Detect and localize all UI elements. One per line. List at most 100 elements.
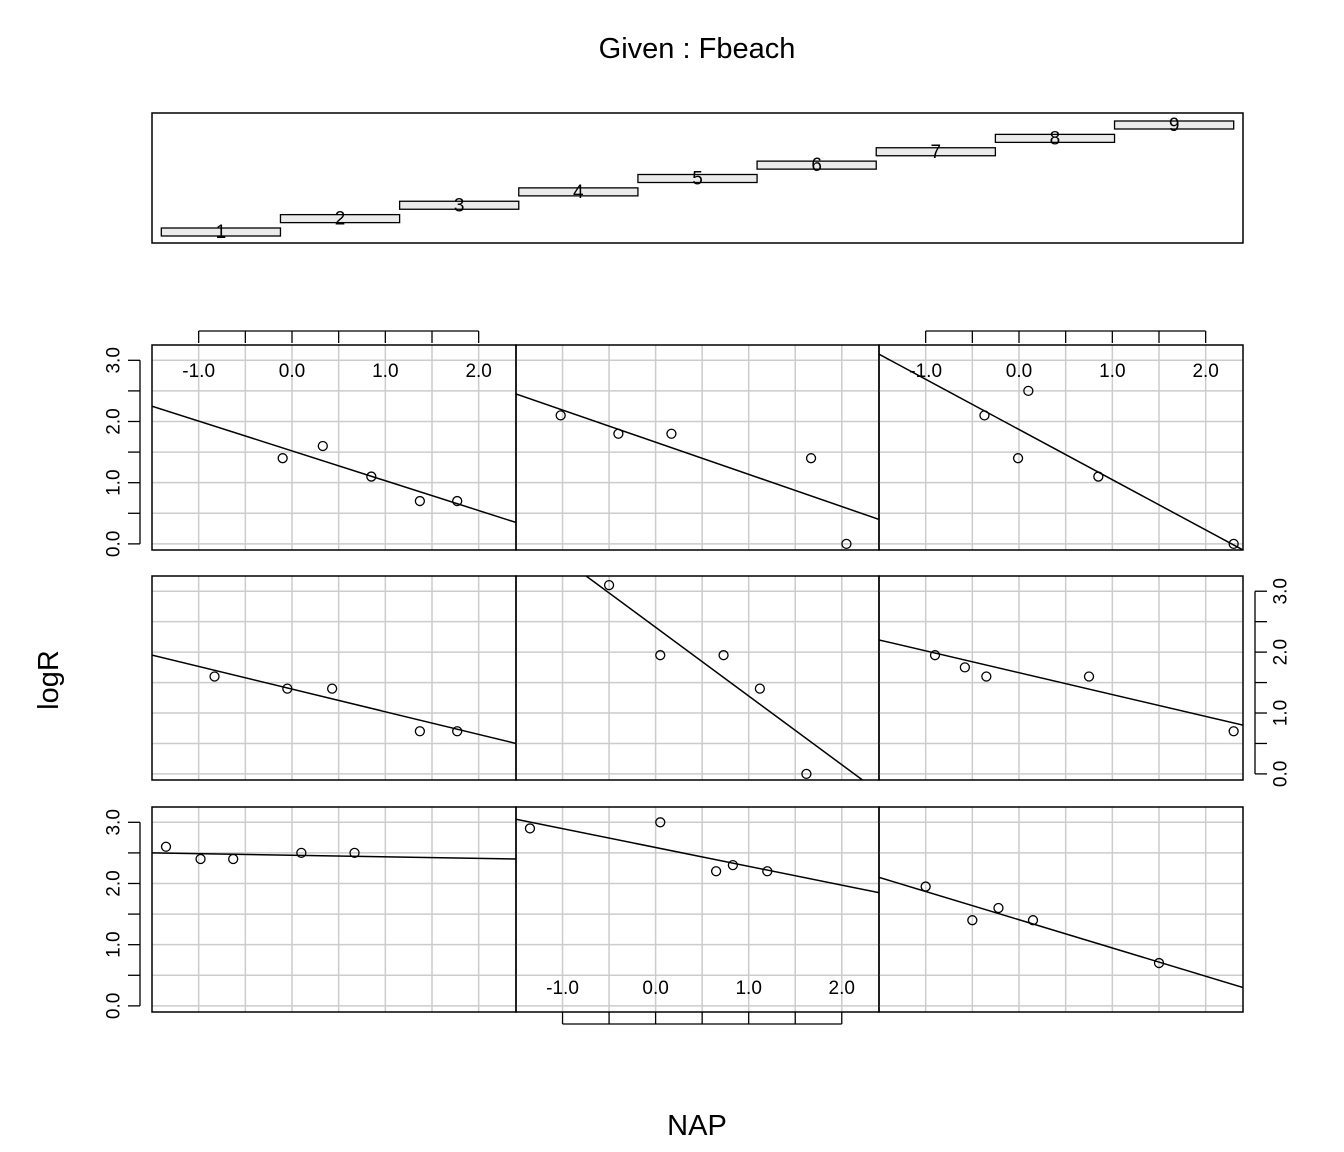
panel-given-2 [515,344,880,551]
data-point [754,683,766,694]
y-tick-label: 1.0 [104,469,125,495]
x-tick-label: 0.0 [642,978,668,999]
data-point [655,650,666,661]
regression-line [152,852,516,860]
panel-given-7 [151,806,517,1013]
data-point [555,410,566,421]
data-point [282,683,293,694]
data-point [979,410,990,421]
given-interval-bar [398,200,520,210]
panel-frame [878,575,1244,781]
data-point [967,915,978,926]
data-point [1012,453,1024,464]
data-point [366,471,377,482]
data-point [959,662,971,673]
y-tick-label: 2.0 [104,408,125,434]
data-point [1023,385,1034,397]
data-point [1228,726,1239,737]
y-tick-label: 3.0 [104,347,125,373]
panel-frame [878,344,1244,551]
panel-frame [151,806,517,1013]
panel-given-9 [878,806,1244,1013]
y-axes: 0.0 1.0 2.0 3.0 0.0 1.0 2.0 3.0 0.0 1.0 2.0 3.0 [104,347,1292,1019]
data-point [603,579,615,591]
x-tick-label: 1.0 [735,978,761,999]
panel-frame [151,575,517,781]
y-tick-label: 3.0 [1271,578,1292,604]
data-point [452,495,463,507]
data-point [349,847,360,859]
data-point [228,853,239,865]
data-point [1083,671,1095,682]
regression-line [516,818,879,894]
x-tick-label: 0.0 [279,361,305,382]
x-tick-label: 2.0 [829,978,855,999]
x-tick-label: 1.0 [372,361,398,382]
data-point [981,671,992,682]
panel-given-3 [878,344,1244,551]
x-tick-label: 1.0 [1099,361,1125,382]
given-interval-label: 1 [216,222,227,243]
given-interval-label: 6 [811,155,822,176]
regression-line [152,405,516,524]
given-interval-label: 4 [573,182,584,203]
x-tick-label: -1.0 [909,361,942,382]
x-tick-label: -1.0 [546,978,579,999]
data-point [209,671,220,682]
data-point [666,428,677,439]
x-tick-label: 0.0 [1006,361,1032,382]
regression-line [152,654,516,745]
given-interval-label: 2 [335,209,346,230]
given-interval-bar [279,213,401,224]
regression-line [879,876,1243,989]
data-point [920,881,931,892]
y-axis-label: logR [33,650,65,710]
y-tick-label: 2.0 [104,870,125,896]
data-point [1153,957,1165,969]
data-point [613,428,624,439]
data-point [727,859,739,871]
given-interval-bar [637,173,758,184]
data-point [326,683,338,694]
panel-frame [515,575,880,781]
chart-title: Given : Fbeach [599,33,796,65]
data-point [801,768,812,780]
given-frame [151,112,1244,244]
y-tick-label: 0.0 [1271,761,1292,787]
y-tick-label: 1.0 [104,931,125,957]
data-point [655,817,666,828]
x-tick-label: 2.0 [1192,361,1218,382]
data-point [718,650,729,661]
panel-given-6 [878,575,1244,781]
given-interval-label: 9 [1169,115,1180,136]
data-point [317,440,328,452]
regression-line [584,576,864,780]
given-panel: 1 2 3 4 5 6 7 8 9 [151,112,1244,244]
y-tick-label: 0.0 [104,993,125,1019]
given-interval-label: 3 [454,195,465,216]
x-tick-label: 2.0 [465,361,491,382]
data-point [1228,538,1239,550]
data-point [195,853,206,865]
panel-frame [515,344,880,551]
panel-frame [878,806,1244,1013]
data-point [414,495,426,507]
x-tick-label: -1.0 [182,361,215,382]
data-point [805,453,817,464]
y-tick-label: 0.0 [104,531,125,557]
given-interval-bar [160,227,282,237]
given-interval-label: 5 [692,169,703,190]
data-point [841,538,852,550]
y-tick-label: 2.0 [1271,639,1292,665]
data-point [452,726,463,737]
data-point [993,902,1004,914]
given-interval-bar [518,187,639,197]
x-axis-label: NAP [667,1110,727,1142]
given-interval-label: 8 [1050,128,1061,149]
data-point [296,847,307,859]
given-interval-label: 7 [931,142,942,163]
given-interval-bar [756,160,877,170]
regression-line [516,393,879,521]
data-point [762,866,773,877]
